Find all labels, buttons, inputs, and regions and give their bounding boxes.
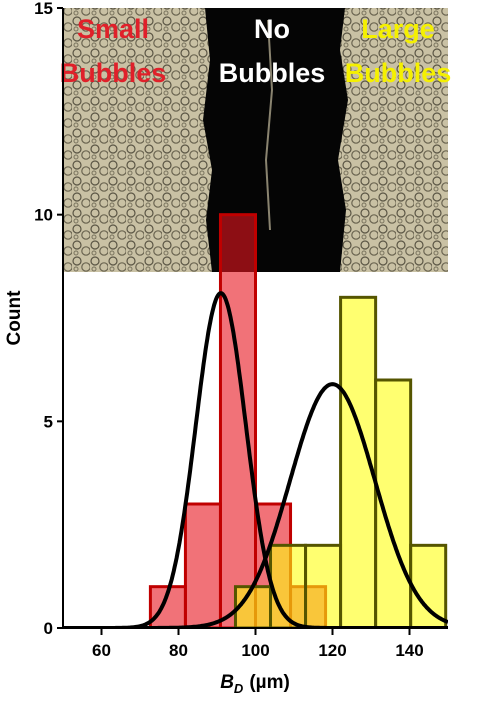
inset-labels: Small Bubbles No Bubbles Large Bubbles — [60, 14, 452, 88]
fit-curve — [63, 382, 448, 628]
inset-label: Bubbles — [345, 58, 452, 88]
x-tick-label: 60 — [92, 641, 111, 660]
histogram-bar — [304, 543, 343, 628]
histogram-bar — [409, 543, 448, 628]
inset-label: Small — [77, 14, 149, 44]
x-axis-title: BD (µm) — [220, 672, 290, 696]
inset-label: Large — [361, 14, 435, 44]
x-title-unit: (µm) — [249, 672, 290, 693]
inset-label: Bubbles — [219, 58, 326, 88]
x-title-symbol: B — [220, 672, 234, 693]
y-tick-label: 5 — [44, 412, 53, 431]
y-tick-label: 15 — [34, 0, 53, 18]
plot-area — [63, 213, 448, 628]
y-tick-label: 0 — [44, 619, 53, 638]
axes: 0 5 10 15 60 80 100 120 140 — [34, 0, 448, 660]
x-tick-label: 120 — [318, 641, 346, 660]
x-tick-label: 140 — [395, 641, 423, 660]
histogram-bar — [218, 213, 257, 628]
inset-label: No — [254, 14, 290, 44]
y-tick-label: 10 — [34, 206, 53, 225]
histogram-bar — [269, 543, 308, 628]
x-title-sub: D — [234, 681, 244, 696]
y-axis-title: Count — [4, 290, 25, 346]
x-tick-label: 80 — [169, 641, 188, 660]
histogram-bar — [183, 502, 222, 628]
x-tick-label: 100 — [241, 641, 269, 660]
inset-label: Bubbles — [60, 58, 167, 88]
